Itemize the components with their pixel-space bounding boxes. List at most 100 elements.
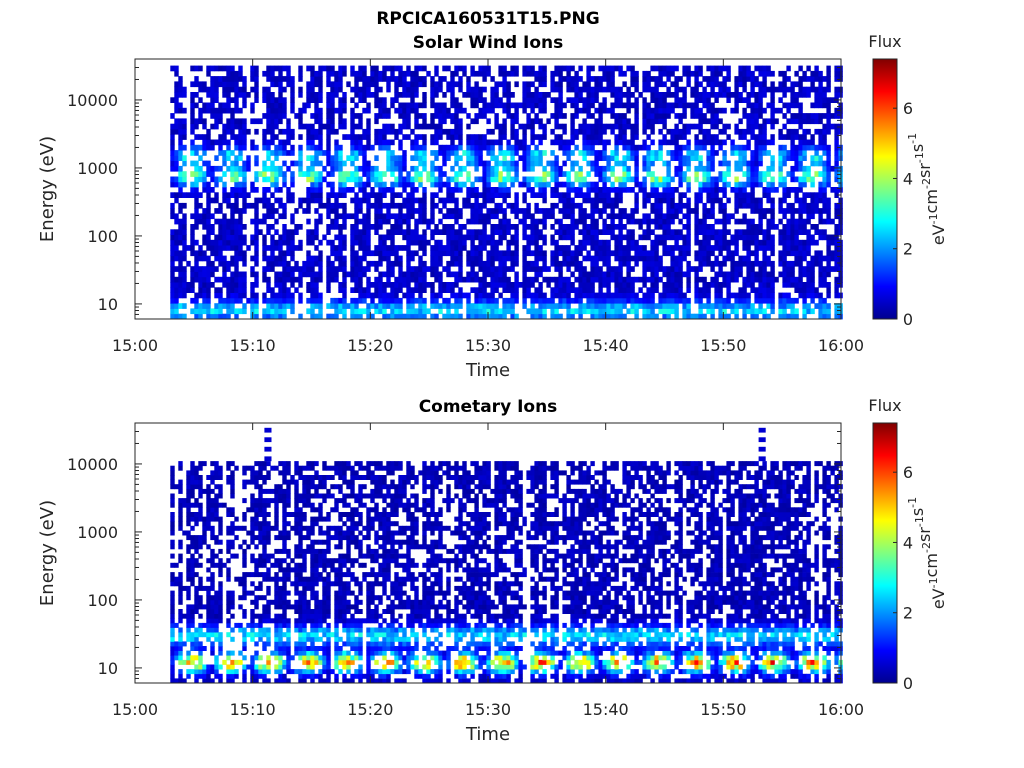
heatmap-cell xyxy=(322,150,327,156)
heatmap-cell xyxy=(402,176,407,183)
heatmap-cell xyxy=(250,266,255,272)
heatmap-cell xyxy=(190,271,195,278)
heatmap-cell xyxy=(414,308,419,315)
heatmap-cell xyxy=(618,260,623,267)
heatmap-cell xyxy=(578,123,583,130)
heatmap-cell xyxy=(626,176,631,183)
heatmap-cell xyxy=(338,308,343,315)
heatmap-cell xyxy=(746,171,751,177)
heatmap-cell xyxy=(394,176,399,183)
heatmap-cell xyxy=(594,250,599,257)
heatmap-cell xyxy=(530,234,535,241)
heatmap-cell xyxy=(442,313,447,320)
heatmap-cell xyxy=(542,176,547,183)
heatmap-cell xyxy=(326,303,331,309)
heatmap-cell xyxy=(434,303,439,309)
heatmap-cell xyxy=(414,239,419,246)
heatmap-cell xyxy=(678,150,683,156)
heatmap-cell xyxy=(630,255,635,262)
heatmap-cell xyxy=(266,308,271,315)
heatmap-cell xyxy=(386,187,391,193)
heatmap-cell xyxy=(318,92,323,98)
heatmap-cell xyxy=(286,234,291,241)
heatmap-cell xyxy=(386,81,391,88)
heatmap-cell xyxy=(766,171,771,177)
heatmap-cell xyxy=(506,86,511,93)
heatmap-cell xyxy=(726,171,731,177)
heatmap-cell xyxy=(714,123,719,130)
heatmap-cell xyxy=(770,160,775,167)
heatmap-cell xyxy=(598,255,603,262)
heatmap-cell xyxy=(694,208,699,214)
heatmap-cell xyxy=(238,287,243,293)
heatmap-cell xyxy=(346,271,351,278)
heatmap-cell xyxy=(442,76,447,82)
heatmap-cell xyxy=(726,197,731,204)
heatmap-cell xyxy=(334,213,339,220)
heatmap-cell xyxy=(482,197,487,204)
heatmap-cell xyxy=(174,128,179,135)
heatmap-cell xyxy=(750,250,755,257)
heatmap-cell xyxy=(662,297,667,304)
heatmap-cell xyxy=(682,92,687,98)
heatmap-cell xyxy=(594,234,599,241)
heatmap-cell xyxy=(514,107,519,114)
heatmap-cell xyxy=(422,123,427,130)
heatmap-cell xyxy=(522,208,527,214)
heatmap-cell xyxy=(378,255,383,262)
heatmap-cell xyxy=(686,234,691,241)
heatmap-cell xyxy=(386,155,391,161)
heatmap-cell xyxy=(710,123,715,130)
heatmap-cell xyxy=(758,308,763,315)
heatmap-cell xyxy=(182,313,187,320)
heatmap-cell xyxy=(602,218,607,225)
heatmap-cell xyxy=(686,276,691,283)
heatmap-cell xyxy=(498,313,503,320)
heatmap-cell xyxy=(738,65,743,72)
heatmap-cell xyxy=(306,128,311,135)
heatmap-cell xyxy=(762,92,767,98)
heatmap-cell xyxy=(718,160,723,167)
heatmap-cell xyxy=(634,102,639,109)
heatmap-cell xyxy=(758,107,763,114)
heatmap-cell xyxy=(574,297,579,304)
heatmap-cell xyxy=(466,271,471,278)
heatmap-cell xyxy=(526,150,531,156)
heatmap-cell xyxy=(770,266,775,272)
heatmap-cell xyxy=(534,97,539,103)
heatmap-cell xyxy=(442,160,447,167)
heatmap-cell xyxy=(478,150,483,156)
heatmap-cell xyxy=(594,81,599,88)
heatmap-cell xyxy=(642,271,647,278)
heatmap-cell xyxy=(718,297,723,304)
heatmap-cell xyxy=(738,192,743,198)
heatmap-cell xyxy=(506,113,511,119)
heatmap-cell xyxy=(254,297,259,304)
heatmap-cell xyxy=(378,303,383,309)
heatmap-cell xyxy=(466,218,471,225)
heatmap-cell xyxy=(190,81,195,88)
heatmap-cell xyxy=(630,76,635,82)
heatmap-cell xyxy=(318,134,323,140)
heatmap-cell xyxy=(378,171,383,177)
heatmap-cell xyxy=(402,86,407,93)
heatmap-cell xyxy=(266,208,271,214)
heatmap-cell xyxy=(414,229,419,235)
heatmap-cell xyxy=(430,313,435,320)
heatmap-cell xyxy=(786,250,791,257)
heatmap-cell xyxy=(510,176,515,183)
heatmap-cell xyxy=(442,118,447,125)
heatmap-cell xyxy=(582,102,587,109)
heatmap-cell xyxy=(614,144,619,151)
heatmap-cell xyxy=(758,128,763,135)
heatmap-cell xyxy=(238,208,243,214)
heatmap-cell xyxy=(190,118,195,125)
heatmap-cell xyxy=(318,65,323,72)
heatmap-cell xyxy=(538,282,543,288)
heatmap-cell xyxy=(754,287,759,293)
heatmap-cell xyxy=(514,102,519,109)
heatmap-cell xyxy=(426,171,431,177)
heatmap-cell xyxy=(446,187,451,193)
heatmap-cell xyxy=(290,176,295,183)
heatmap-cell xyxy=(646,234,651,241)
